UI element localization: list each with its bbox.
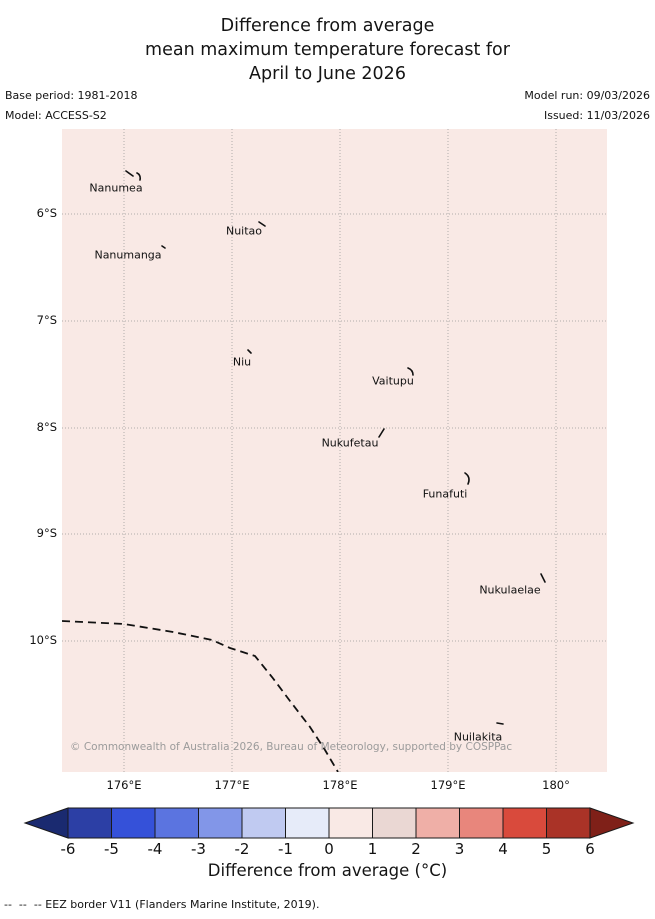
- title-line-1: Difference from average: [220, 16, 435, 36]
- y-axis-tick-label: 9°S: [36, 526, 57, 540]
- colorbar-tick-label: 5: [542, 840, 552, 858]
- model-run-text: Model run: 09/03/2026: [524, 89, 650, 102]
- colorbar-tick-label: -6: [61, 840, 76, 858]
- colorbar-tick-label: 4: [498, 840, 508, 858]
- colorbar-over-arrow: [589, 807, 635, 839]
- island-mark: [125, 170, 141, 181]
- eez-border-line: [62, 620, 339, 772]
- colorbar-segment: [154, 807, 199, 839]
- page-title: Difference from average mean maximum tem…: [0, 14, 655, 86]
- colorbar-segment: [415, 807, 460, 839]
- colorbar-tick-label: -4: [148, 840, 163, 858]
- colorbar-tick-label: 3: [455, 840, 465, 858]
- x-axis-tick-label: 176°E: [106, 778, 142, 792]
- x-axis-tick-label: 180°: [542, 778, 570, 792]
- colorbar-segment: [372, 807, 417, 839]
- model-metadata-left: Base period: 1981-2018 Model: ACCESS-S2: [5, 86, 137, 125]
- colorbar-segment: [328, 807, 373, 839]
- island-mark: [161, 245, 166, 249]
- copyright-text: © Commonwealth of Australia 2026, Bureau…: [70, 741, 513, 753]
- island-label: Vaitupu: [372, 374, 414, 388]
- eez-legend-text: -- -- -- EEZ border V11 (Flanders Marine…: [4, 898, 320, 911]
- x-axis-tick-label: 179°E: [430, 778, 466, 792]
- colorbar-tick-label: -1: [278, 840, 293, 858]
- colorbar-tick-label: 2: [411, 840, 421, 858]
- colorbar-tick-label: 1: [368, 840, 378, 858]
- colorbar-segment: [285, 807, 330, 839]
- colorbar-segment: [459, 807, 504, 839]
- island-mark: [378, 428, 385, 438]
- colorbar-caption: Difference from average (°C): [207, 861, 448, 880]
- colorbar-segment: [502, 807, 547, 839]
- y-axis-tick-label: 7°S: [36, 313, 57, 327]
- map-plot-area: Nanumea Nuitao Nanumanga Niu Vaitupu Nukufeta…: [62, 129, 607, 772]
- island-label: Niu: [232, 355, 252, 369]
- model-metadata-right: Model run: 09/03/2026 Issued: 11/03/2026: [524, 86, 650, 125]
- colorbar-segment: [546, 807, 591, 839]
- y-axis-tick-label: 8°S: [36, 420, 57, 434]
- model-name-text: Model: ACCESS-S2: [5, 108, 107, 122]
- colorbar-tick-label: -2: [235, 840, 250, 858]
- map-ocean-fill: [62, 129, 607, 772]
- issued-date-text: Issued: 11/03/2026: [543, 108, 650, 122]
- x-axis-tick-label: 177°E: [214, 778, 250, 792]
- island-mark: [407, 367, 414, 376]
- title-line-2: mean maximum temperature forecast for: [145, 40, 510, 60]
- island-mark: [258, 221, 266, 227]
- island-mark: [464, 472, 470, 485]
- x-axis-tick-label: 178°E: [322, 778, 358, 792]
- colorbar-segment: [67, 807, 112, 839]
- y-axis-tick-label: 6°S: [36, 206, 57, 220]
- island-label: Nukulaelae: [479, 583, 541, 597]
- island-mark: [496, 722, 504, 725]
- title-line-3: April to June 2026: [249, 64, 406, 84]
- colorbar-under-arrow: [23, 807, 69, 839]
- island-mark: [540, 573, 546, 583]
- colorbar-tick-label: 6: [585, 840, 595, 858]
- colorbar-segment: [241, 807, 286, 839]
- island-mark: [247, 349, 252, 354]
- island-label: Nanumea: [89, 181, 143, 195]
- island-label: Nanumanga: [94, 248, 162, 262]
- colorbar-segment: [198, 807, 243, 839]
- island-label: Nuilakita: [453, 730, 503, 744]
- colorbar: -6 -5 -4 -3 -2 -1 0 1 2 3 4 5 6: [23, 807, 635, 858]
- island-label: Nukufetau: [321, 436, 379, 450]
- colorbar-tick-label: -5: [104, 840, 119, 858]
- island-label: Funafuti: [422, 487, 468, 501]
- map-canvas: [62, 129, 607, 772]
- colorbar-segment: [111, 807, 156, 839]
- base-period-text: Base period: 1981-2018: [5, 89, 138, 102]
- y-axis-tick-label: 10°S: [29, 633, 57, 647]
- colorbar-tick-label: 0: [324, 840, 334, 858]
- island-label: Nuitao: [225, 224, 263, 238]
- colorbar-tick-label: -3: [191, 840, 206, 858]
